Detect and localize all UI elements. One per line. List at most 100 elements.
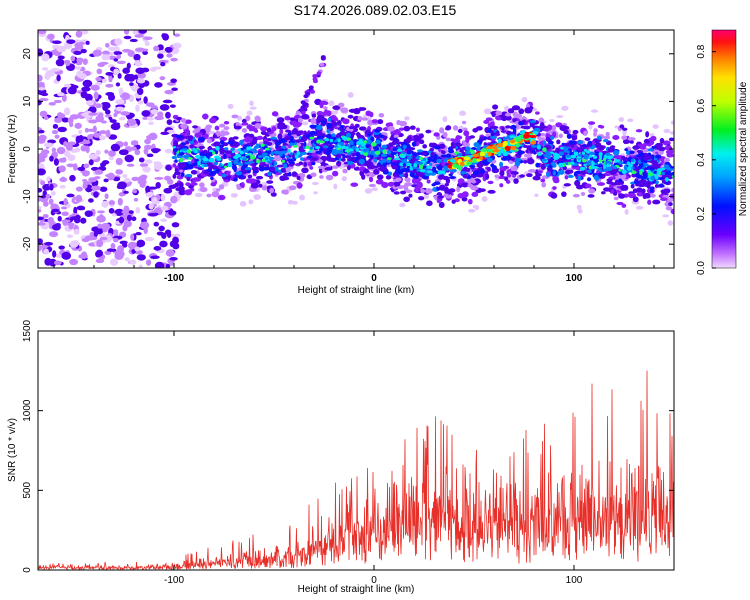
heatmap-cell: [111, 213, 117, 217]
heatmap-cell: [556, 139, 561, 145]
heatmap-cell: [181, 163, 187, 169]
heatmap-cell: [287, 200, 294, 205]
heatmap-cell: [130, 233, 135, 241]
heatmap-cell: [632, 188, 639, 194]
heatmap-cell: [587, 140, 593, 145]
heatmap-cell: [38, 205, 42, 210]
heatmap-cell: [309, 136, 315, 140]
heatmap-cell: [278, 138, 286, 143]
heatmap-cell: [570, 154, 577, 159]
heatmap-cell: [270, 136, 278, 140]
heatmap-cell: [450, 138, 456, 142]
heatmap-cell: [563, 147, 568, 153]
heatmap-cell: [472, 158, 477, 163]
heatmap-cell: [81, 170, 90, 177]
heatmap-cell: [455, 135, 463, 140]
heatmap-cell: [105, 173, 114, 178]
heatmap-cell: [419, 166, 423, 170]
heatmap-cell: [487, 127, 492, 134]
heatmap-cell: [336, 160, 342, 167]
heatmap-cell: [246, 155, 251, 159]
heatmap-cell: [206, 193, 212, 198]
heatmap-cell: [348, 140, 354, 145]
heatmap-cell: [647, 152, 652, 156]
heatmap-cell: [359, 151, 364, 155]
heatmap-cell: [39, 110, 48, 118]
heatmap-cell: [169, 240, 175, 247]
heatmap-cell: [577, 159, 582, 163]
heatmap-cell: [170, 78, 178, 84]
heatmap-cell: [172, 42, 182, 49]
heatmap-cell: [192, 162, 198, 166]
spectrogram-ytick-label: 20: [22, 48, 33, 60]
heatmap-cell: [464, 150, 471, 155]
heatmap-cell: [332, 170, 339, 177]
heatmap-cell: [172, 148, 179, 153]
heatmap-cell: [258, 183, 263, 188]
heatmap-cell: [99, 186, 108, 192]
heatmap-cell: [655, 142, 664, 148]
heatmap-cell: [429, 162, 433, 166]
heatmap-cell: [95, 249, 104, 257]
heatmap-cell: [338, 141, 345, 145]
heatmap-cell: [273, 161, 278, 166]
heatmap-cell: [598, 152, 603, 157]
heatmap-cell: [579, 166, 586, 171]
heatmap-cell: [470, 147, 477, 151]
heatmap-cell: [389, 136, 396, 141]
heatmap-cell: [136, 78, 146, 84]
heatmap-cell: [244, 136, 252, 143]
heatmap-cell: [69, 258, 79, 266]
heatmap-cell: [232, 177, 238, 182]
heatmap-cell: [88, 119, 98, 124]
heatmap-cell: [131, 216, 137, 222]
heatmap-cell: [157, 53, 164, 59]
heatmap-cell: [563, 183, 571, 187]
heatmap-cell: [427, 156, 432, 161]
heatmap-cell: [199, 186, 208, 193]
colorbar-ticks: 0.0 0.2 0.4 0.6 0.8: [696, 44, 716, 275]
heatmap-cell: [97, 223, 103, 229]
heatmap-cell: [431, 183, 436, 187]
heatmap-cell: [466, 167, 471, 172]
heatmap-cell: [268, 166, 276, 173]
heatmap-cell: [587, 121, 596, 125]
colorbar-tick-label: 0.8: [696, 44, 707, 58]
heatmap-cell: [671, 187, 674, 193]
heatmap-cell: [542, 140, 547, 146]
heatmap-cell: [412, 135, 420, 140]
heatmap-cell: [342, 118, 350, 125]
heatmap-cell: [564, 129, 569, 135]
heatmap-cell: [621, 169, 627, 175]
heatmap-cell: [626, 166, 632, 171]
heatmap-cell: [596, 164, 603, 168]
heatmap-cell: [314, 98, 322, 106]
heatmap-cell: [155, 182, 161, 189]
heatmap-cell: [552, 175, 559, 182]
heatmap-cell: [300, 110, 306, 115]
heatmap-cell: [558, 169, 565, 175]
heatmap-cell: [593, 158, 599, 163]
heatmap-cell: [76, 205, 86, 211]
heatmap-cell: [471, 191, 479, 197]
heatmap-cell: [266, 141, 273, 146]
heatmap-cell: [61, 219, 71, 223]
snr-ytick-label: 1000: [22, 399, 33, 422]
heatmap-cell: [95, 81, 103, 86]
heatmap-cell: [127, 241, 138, 250]
heatmap-cell: [549, 118, 555, 123]
heatmap-cell: [364, 188, 373, 194]
heatmap-cell: [422, 144, 428, 149]
heatmap-cell: [202, 157, 209, 162]
snr-frame: [37, 330, 675, 571]
heatmap-cell: [515, 157, 522, 162]
heatmap-cell: [118, 149, 129, 156]
heatmap-cell: [369, 154, 375, 159]
heatmap-cell: [47, 139, 57, 144]
heatmap-cell: [113, 58, 119, 62]
heatmap-cell: [358, 158, 365, 165]
heatmap-cell: [53, 158, 60, 166]
heatmap-cell: [638, 151, 645, 157]
heatmap-cell: [597, 158, 603, 163]
